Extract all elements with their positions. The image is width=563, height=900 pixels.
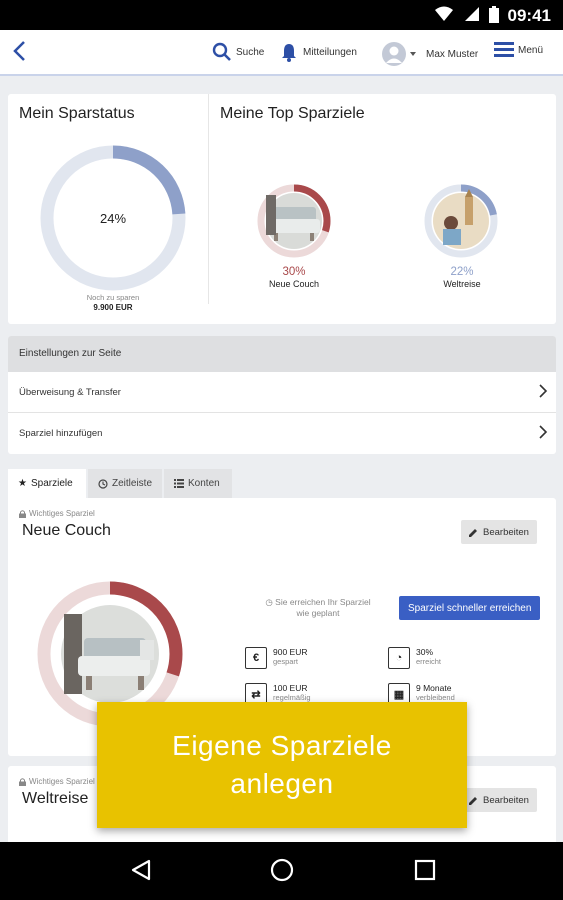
- clock: 09:41: [507, 6, 551, 25]
- top-goal-travel-name: Weltreise: [443, 279, 481, 289]
- home-nav-button[interactable]: [270, 858, 294, 887]
- clock-icon: [98, 478, 108, 489]
- settings-row-transfer[interactable]: Überweisung & Transfer: [8, 372, 556, 413]
- pencil-icon: [469, 528, 477, 537]
- system-navigation-bar: [0, 842, 563, 900]
- plan-status-text: ◷ Sie erreichen Ihr Sparziel wie geplant: [265, 597, 371, 618]
- stat-reached: ◔ 30% erreicht: [388, 647, 441, 669]
- top-goal-couch-ring: [257, 184, 331, 258]
- pie-icon: ◔: [388, 647, 410, 669]
- top-goal-travel-ring: [424, 184, 498, 258]
- caret-down-icon: [410, 52, 416, 56]
- settings-heading: Einstellungen zur Seite: [8, 336, 556, 372]
- signal-icon: [465, 7, 479, 21]
- triangle-back-icon: [131, 859, 151, 881]
- lock-icon: [19, 777, 26, 786]
- back-arrow-icon: [13, 41, 25, 61]
- euro-icon: €: [245, 647, 267, 669]
- top-goal-travel[interactable]: [423, 183, 499, 259]
- search-button[interactable]: Suche: [212, 42, 264, 62]
- goal-title: Weltreise: [22, 790, 89, 807]
- savings-donut-chart: 24%: [40, 145, 186, 291]
- tab-label: Konten: [188, 478, 220, 489]
- savings-status-card: Mein Sparstatus 24% Noch zu sparen 9.900…: [8, 94, 556, 324]
- list-icon: [174, 479, 184, 488]
- edit-button[interactable]: Bearbeiten: [461, 520, 537, 544]
- info-icon: ◷: [265, 597, 273, 607]
- promo-line-2: anlegen: [230, 768, 334, 799]
- settings-row-label: Überweisung & Transfer: [19, 387, 121, 398]
- recents-nav-button[interactable]: [413, 858, 437, 887]
- edit-button[interactable]: Bearbeiten: [461, 788, 537, 812]
- important-goal-label: Wichtiges Sparziel: [19, 777, 95, 786]
- back-button[interactable]: [10, 39, 30, 68]
- chevron-right-icon: [539, 384, 548, 398]
- promo-line-1: Eigene Sparziele: [172, 730, 392, 761]
- search-label: Suche: [236, 46, 265, 58]
- square-recents-icon: [414, 859, 436, 881]
- user-name: Max Muster: [426, 48, 479, 60]
- avatar: [382, 42, 406, 66]
- user-menu-button[interactable]: Max Muster: [382, 42, 478, 66]
- important-goal-label: Wichtiges Sparziel: [19, 509, 95, 518]
- messages-label: Mitteilungen: [303, 46, 357, 58]
- tab-sparziele[interactable]: ★ Sparziele: [8, 469, 86, 498]
- status-bar: 09:41: [0, 0, 563, 30]
- remaining-label: Noch zu sparen: [86, 293, 140, 302]
- page-settings-card: Einstellungen zur Seite Überweisung & Tr…: [8, 336, 556, 454]
- reach-goal-faster-button[interactable]: Sparziel schneller erreichen: [399, 596, 541, 620]
- status-icons: [435, 6, 499, 23]
- remaining-value: 9.900 EUR: [93, 303, 133, 312]
- hamburger-menu-icon: [494, 42, 514, 57]
- circle-home-icon: [270, 858, 294, 882]
- donut-percent-label: 24%: [100, 211, 126, 226]
- tab-label: Zeitleiste: [111, 478, 152, 489]
- top-goal-travel-percent: 22%: [450, 266, 474, 278]
- promo-banner: Eigene Sparziele anlegen: [97, 702, 467, 828]
- top-goal-couch-percent: 30%: [282, 266, 306, 278]
- top-goals-title: Meine Top Sparziele: [220, 105, 365, 122]
- top-goal-couch-name: Neue Couch: [268, 279, 320, 289]
- menu-button[interactable]: Menü: [494, 42, 543, 58]
- tab-label: Sparziele: [30, 478, 73, 489]
- lock-icon: [19, 509, 26, 518]
- donut-progress-arc: [40, 145, 186, 291]
- top-goal-couch[interactable]: [256, 183, 332, 259]
- settings-row-add-goal[interactable]: Sparziel hinzufügen: [8, 413, 556, 454]
- chevron-right-icon: [539, 425, 548, 439]
- menu-label: Menü: [518, 44, 544, 56]
- tab-konten[interactable]: Konten: [164, 469, 232, 498]
- goal-couch-donut: [37, 581, 183, 727]
- settings-row-label: Sparziel hinzufügen: [19, 428, 103, 439]
- goal-title: Neue Couch: [22, 522, 111, 539]
- search-icon: [212, 42, 231, 61]
- divider: [208, 94, 209, 304]
- messages-button[interactable]: Mitteilungen: [279, 42, 357, 62]
- back-nav-button[interactable]: [129, 858, 153, 887]
- tab-zeitleiste[interactable]: Zeitleiste: [88, 469, 162, 498]
- bell-icon: [282, 44, 296, 62]
- wifi-icon: [435, 6, 453, 21]
- star-icon: ★: [18, 478, 27, 489]
- stat-saved: € 900 EUR gespart: [245, 647, 308, 669]
- battery-icon: [489, 6, 499, 23]
- app-header: Suche Mitteilungen Max Muster Menü: [0, 30, 563, 76]
- pencil-icon: [469, 796, 477, 805]
- savings-status-title: Mein Sparstatus: [19, 105, 135, 122]
